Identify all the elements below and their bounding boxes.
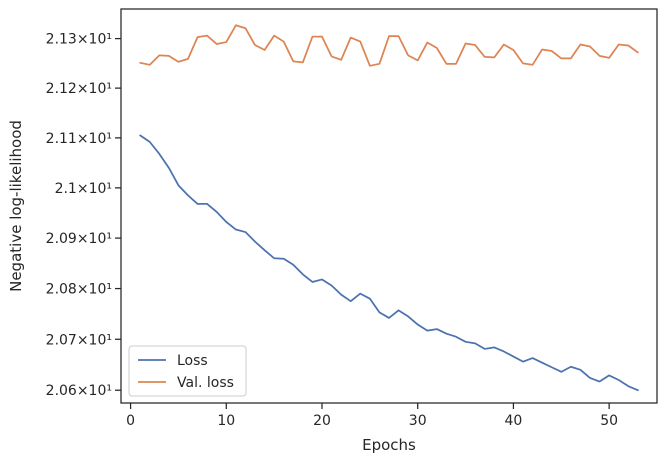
y-tick-label: 2.06×10¹ xyxy=(46,383,112,399)
y-tick-label: 2.09×10¹ xyxy=(46,231,112,247)
y-axis-label: Negative log-likelihood xyxy=(7,120,25,292)
x-tick-label: 0 xyxy=(126,413,135,429)
x-tick-label: 40 xyxy=(505,413,523,429)
x-axis: 0 10 20 30 40 50 xyxy=(126,403,618,429)
y-tick-label: 2.1×10¹ xyxy=(55,181,112,197)
x-axis-label: Epochs xyxy=(362,436,416,454)
x-tick-label: 30 xyxy=(409,413,427,429)
plot-frame xyxy=(120,8,658,404)
y-axis: 2.06×10¹ 2.07×10¹ 2.08×10¹ 2.09×10¹ 2.1×10¹ 2… xyxy=(46,32,121,399)
y-tick-label: 2.08×10¹ xyxy=(46,282,112,298)
y-tick-label: 2.13×10¹ xyxy=(46,32,112,48)
legend-box xyxy=(128,345,247,397)
x-tick-label: 10 xyxy=(217,413,235,429)
series-layer xyxy=(139,24,639,392)
plot-area xyxy=(120,8,658,404)
series-line-loss xyxy=(139,134,639,392)
x-tick-label: 50 xyxy=(600,413,618,429)
x-tick-label: 20 xyxy=(313,413,331,429)
y-tick-label: 2.11×10¹ xyxy=(46,131,112,147)
legend: Loss Val. loss xyxy=(128,345,247,397)
legend-label: Loss xyxy=(177,353,208,369)
y-tick-label: 2.12×10¹ xyxy=(46,81,112,97)
legend-label: Val. loss xyxy=(177,375,234,391)
series-line-val-loss xyxy=(139,24,639,67)
y-tick-label: 2.07×10¹ xyxy=(46,332,112,348)
